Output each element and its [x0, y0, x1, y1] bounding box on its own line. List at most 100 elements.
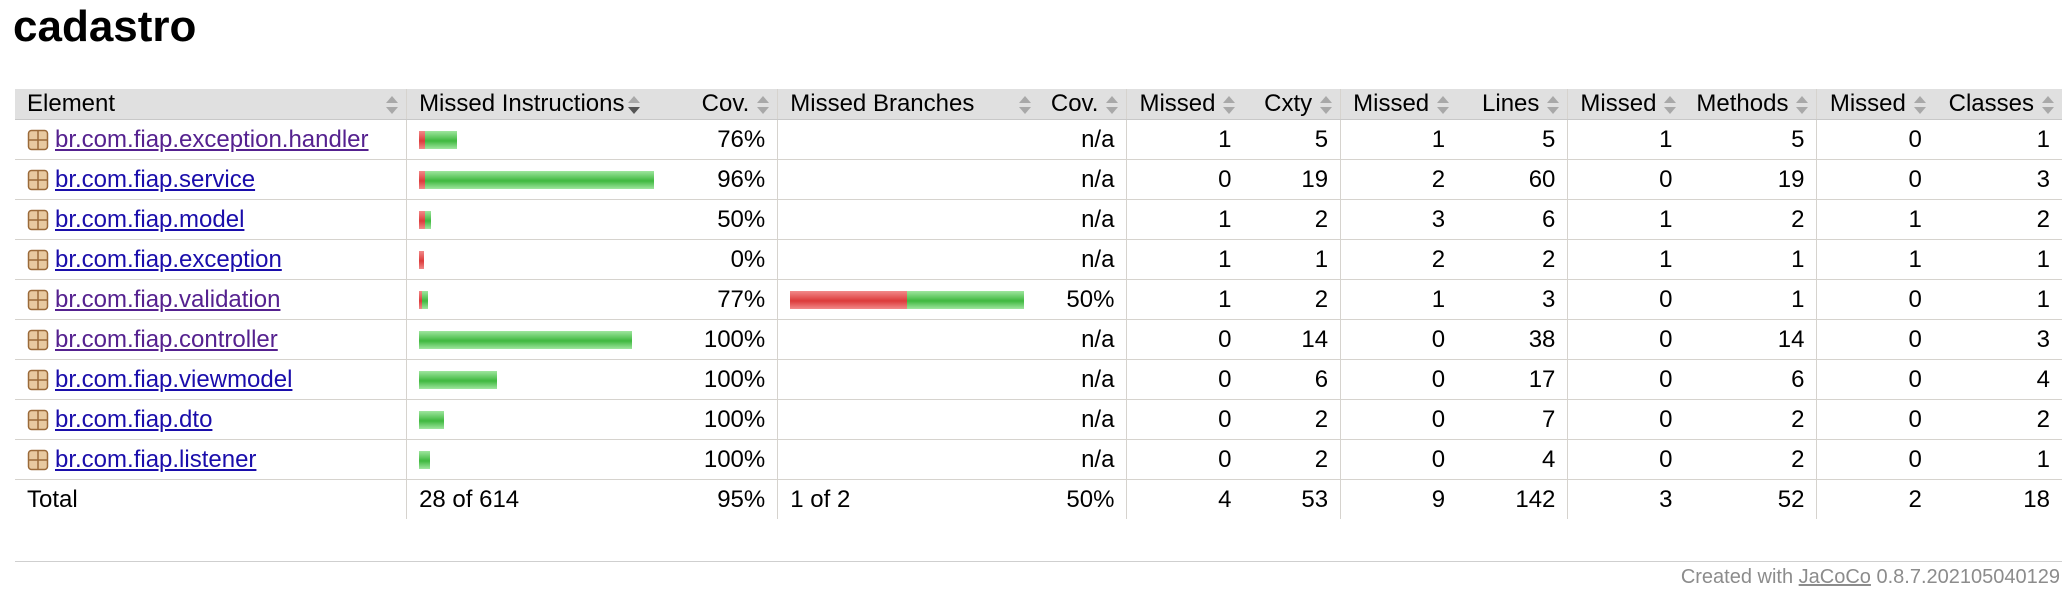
sort-icon[interactable]	[1547, 96, 1560, 114]
missed-complexity: 0	[1126, 399, 1244, 440]
sort-icon[interactable]	[1664, 96, 1677, 114]
footer-prefix: Created with	[1680, 566, 1799, 588]
branch-cov: n/a	[1038, 119, 1127, 160]
header-lines-label: Lines	[1482, 90, 1540, 117]
missed-lines: 3	[1340, 199, 1458, 240]
missed-classes: 0	[1816, 399, 1934, 440]
covered-segment	[419, 331, 633, 350]
branch-coverage-bar-cell	[777, 439, 1039, 480]
missed-segment	[419, 131, 426, 150]
classes: 1	[1933, 119, 2062, 160]
package-link[interactable]: br.com.fiap.exception	[55, 245, 282, 273]
header-branch-cov[interactable]: Cov.	[1038, 89, 1127, 120]
sort-icon[interactable]	[386, 96, 399, 114]
sort-icon[interactable]	[1913, 96, 1926, 114]
methods: 6	[1684, 359, 1817, 400]
covered-segment	[419, 371, 498, 390]
missed-methods: 0	[1567, 399, 1685, 440]
covered-segment	[425, 131, 458, 150]
methods: 14	[1684, 319, 1817, 360]
element-cell: br.com.fiap.validation	[15, 279, 407, 320]
header-instruction-cov-label: Cov.	[701, 90, 750, 117]
missed-classes: 0	[1816, 159, 1934, 200]
header-missed-lines[interactable]: Missed	[1340, 89, 1458, 120]
classes: 1	[1933, 279, 2062, 320]
covered-segment	[422, 291, 429, 310]
missed-methods: 1	[1567, 199, 1685, 240]
table-row: br.com.fiap.controller 100% n/a 0 14 0 38 0 14 0 3	[15, 319, 2062, 360]
sort-icon[interactable]	[1320, 96, 1333, 114]
branch-cov: n/a	[1038, 199, 1127, 240]
instruction-coverage-bar	[419, 211, 432, 230]
header-missed-classes[interactable]: Missed	[1816, 89, 1934, 120]
package-link[interactable]: br.com.fiap.controller	[55, 325, 278, 353]
footer-version: 0.8.7.202105040129	[1870, 566, 2060, 588]
package-link[interactable]: br.com.fiap.listener	[55, 445, 257, 473]
instruction-coverage-bar-cell	[406, 199, 668, 240]
header-methods[interactable]: Methods	[1684, 89, 1817, 120]
complexity: 1	[1243, 239, 1341, 280]
missed-lines: 2	[1340, 159, 1458, 200]
missed-lines: 1	[1340, 279, 1458, 320]
header-lines[interactable]: Lines	[1457, 89, 1568, 120]
missed-methods: 0	[1567, 359, 1685, 400]
sort-icon[interactable]	[1018, 96, 1031, 114]
sort-icon[interactable]	[1106, 96, 1119, 114]
branch-coverage-bar	[790, 291, 1025, 310]
header-missed-methods[interactable]: Missed	[1567, 89, 1685, 120]
sort-icon[interactable]	[1437, 96, 1450, 114]
missed-complexity: 0	[1126, 359, 1244, 400]
package-link[interactable]: br.com.fiap.validation	[55, 285, 281, 313]
package-link[interactable]: br.com.fiap.service	[55, 165, 256, 193]
methods: 1	[1684, 239, 1817, 280]
complexity: 5	[1243, 119, 1341, 160]
sort-icon[interactable]	[757, 96, 770, 114]
header-missed-complexity[interactable]: Missed	[1126, 89, 1244, 120]
lines: 6	[1457, 199, 1568, 240]
sort-icon[interactable]	[2042, 96, 2054, 114]
total-complexity: 53	[1301, 485, 1329, 513]
header-classes-label: Classes	[1948, 90, 2034, 117]
sort-icon[interactable]	[1223, 96, 1236, 114]
package-icon	[27, 289, 49, 311]
branch-cov: n/a	[1038, 359, 1127, 400]
package-link[interactable]: br.com.fiap.dto	[55, 405, 213, 433]
methods: 19	[1684, 159, 1817, 200]
instruction-coverage-bar	[419, 411, 445, 430]
header-element[interactable]: Element	[15, 89, 407, 120]
header-classes[interactable]: Classes	[1933, 89, 2062, 120]
missed-lines: 2	[1340, 239, 1458, 280]
missed-complexity: 1	[1126, 279, 1244, 320]
instruction-coverage-bar	[419, 331, 633, 350]
sort-descending-icon[interactable]	[628, 95, 641, 114]
total-label: Total	[27, 485, 78, 513]
missed-segment	[790, 291, 908, 310]
package-link[interactable]: br.com.fiap.viewmodel	[55, 365, 293, 393]
total-missed-methods: 3	[1567, 479, 1685, 519]
element-cell: br.com.fiap.controller	[15, 319, 407, 360]
missed-lines: 0	[1340, 399, 1458, 440]
branch-coverage-bar-cell	[777, 199, 1039, 240]
package-icon	[27, 409, 49, 431]
methods: 5	[1684, 119, 1817, 160]
package-link[interactable]: br.com.fiap.model	[55, 205, 245, 233]
instruction-cov: 100%	[667, 359, 778, 400]
branch-cov: n/a	[1038, 159, 1127, 200]
package-link[interactable]: br.com.fiap.exception.handler	[55, 125, 369, 153]
missed-methods: 0	[1567, 279, 1685, 320]
instruction-coverage-bar-cell	[406, 279, 668, 320]
missed-methods: 0	[1567, 319, 1685, 360]
instruction-coverage-bar	[419, 291, 429, 310]
table-row: br.com.fiap.model 50% n/a 1 2 3 6 1 2 1 2	[15, 199, 2062, 240]
header-complexity[interactable]: Cxty	[1243, 89, 1341, 120]
jacoco-link[interactable]: JaCoCo	[1798, 566, 1871, 588]
sort-icon[interactable]	[1796, 96, 1809, 114]
instruction-cov: 100%	[667, 399, 778, 440]
package-icon	[27, 329, 49, 351]
header-missed-instructions[interactable]: Missed Instructions	[406, 89, 668, 120]
branch-coverage-bar-cell	[777, 399, 1039, 440]
header-missed-branches[interactable]: Missed Branches	[777, 89, 1039, 120]
missed-lines: 0	[1340, 359, 1458, 400]
header-instruction-cov[interactable]: Cov.	[667, 89, 778, 120]
